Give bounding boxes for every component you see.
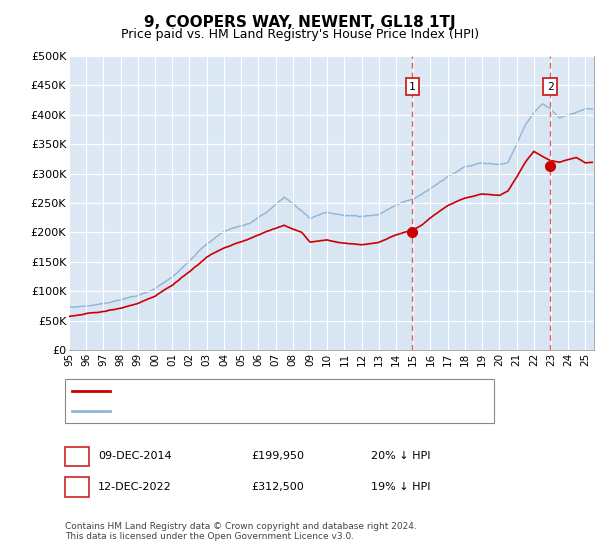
Text: 1: 1: [409, 82, 416, 92]
Text: 2: 2: [73, 482, 80, 492]
Text: Contains HM Land Registry data © Crown copyright and database right 2024.
This d: Contains HM Land Registry data © Crown c…: [65, 522, 416, 542]
Text: 9, COOPERS WAY, NEWENT, GL18 1TJ (detached house): 9, COOPERS WAY, NEWENT, GL18 1TJ (detach…: [116, 386, 425, 396]
Text: 2: 2: [547, 82, 553, 92]
Text: 19% ↓ HPI: 19% ↓ HPI: [371, 482, 430, 492]
Text: HPI: Average price, detached house, Forest of Dean: HPI: Average price, detached house, Fore…: [116, 405, 403, 416]
Text: £199,950: £199,950: [251, 451, 304, 461]
Text: 09-DEC-2014: 09-DEC-2014: [98, 451, 172, 461]
Text: 9, COOPERS WAY, NEWENT, GL18 1TJ: 9, COOPERS WAY, NEWENT, GL18 1TJ: [144, 15, 456, 30]
Text: 12-DEC-2022: 12-DEC-2022: [98, 482, 172, 492]
Text: 1: 1: [73, 451, 80, 461]
Text: Price paid vs. HM Land Registry's House Price Index (HPI): Price paid vs. HM Land Registry's House …: [121, 28, 479, 41]
Text: £312,500: £312,500: [251, 482, 304, 492]
Text: 20% ↓ HPI: 20% ↓ HPI: [371, 451, 430, 461]
